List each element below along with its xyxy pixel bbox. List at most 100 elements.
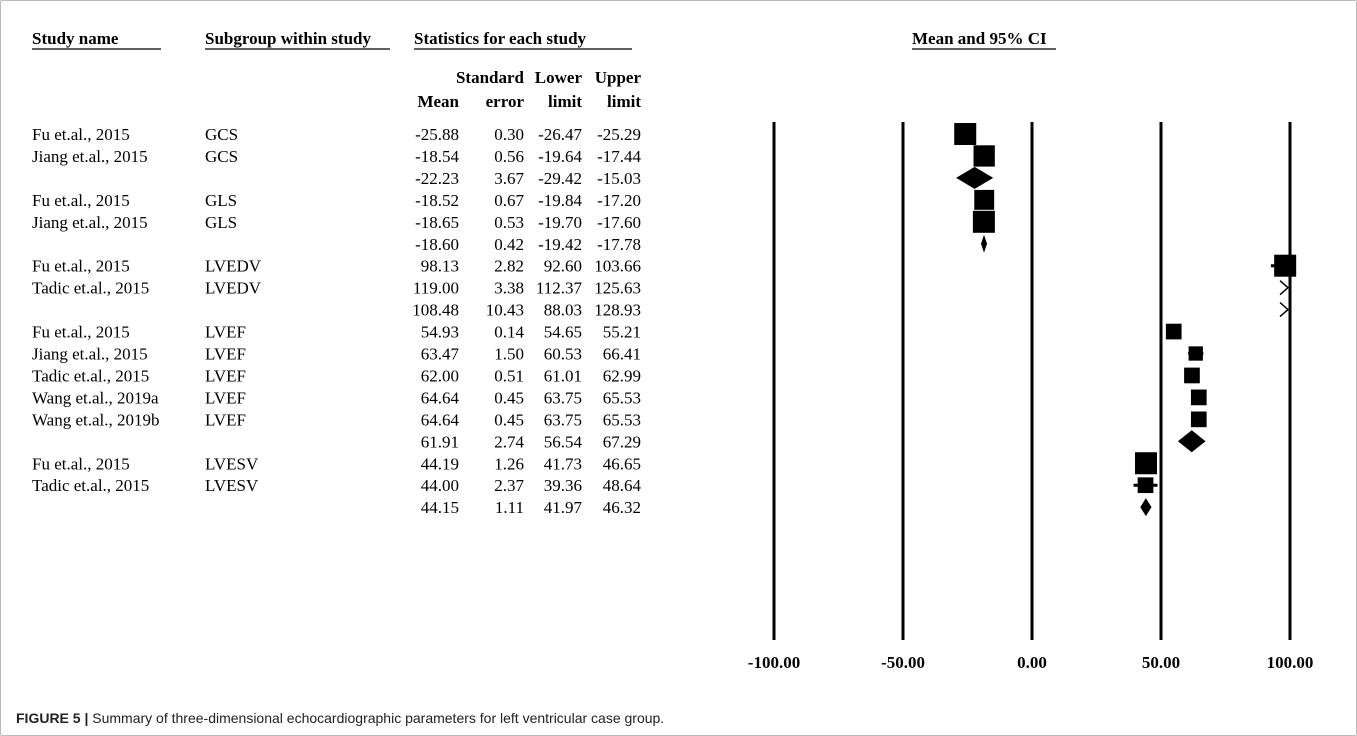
subgroup-cell: LVEF [205, 323, 246, 342]
se-cell: 0.30 [494, 125, 524, 144]
summary-row: -22.23 3.67 -29.42 -15.03 [415, 169, 641, 188]
header-mean-ci: Mean and 95% CI [912, 29, 1047, 48]
reference-lines [772, 122, 1292, 640]
table-row: Fu et.al., 2015 GCS -25.88 0.30 -26.47 -25.29 [32, 125, 641, 144]
se-cell: 0.67 [494, 191, 524, 210]
lower-limit-cell: 63.75 [544, 388, 582, 407]
study-name-cell: Jiang et.al., 2015 [32, 147, 148, 166]
header-study-name: Study name [32, 29, 119, 48]
caption-text: Summary of three-dimensional echocardiog… [88, 710, 665, 726]
mean-cell: -18.52 [415, 191, 459, 210]
plot-marks [954, 123, 1297, 517]
subgroup-cell: LVEF [205, 410, 246, 429]
header-mean: Mean [417, 92, 459, 111]
se-cell: 2.37 [494, 476, 524, 495]
se-cell: 2.82 [494, 257, 524, 276]
x-tick-label: 0.00 [1017, 653, 1047, 672]
header-statistics: Statistics for each study [414, 29, 587, 48]
table-row: Jiang et.al., 2015 GCS -18.54 0.56 -19.64 -17… [32, 147, 641, 166]
study-name-cell: Wang et.al., 2019b [32, 410, 160, 429]
lower-limit-cell: -19.42 [538, 235, 582, 254]
mean-cell: 108.48 [412, 301, 459, 320]
lower-limit-cell: -19.84 [538, 191, 582, 210]
study-name-cell: Tadic et.al., 2015 [32, 476, 149, 495]
subgroup-cell: GLS [205, 213, 237, 232]
study-marker [1137, 477, 1154, 494]
summary-diamond [981, 234, 988, 253]
mean-cell: 44.15 [421, 498, 459, 517]
table-row: Tadic et.al., 2015 LVEDV 119.00 3.38 112.37 1… [32, 279, 641, 298]
study-marker [972, 210, 995, 233]
study-marker [1190, 389, 1207, 406]
lower-limit-cell: 41.73 [544, 454, 582, 473]
study-name-cell: Jiang et.al., 2015 [32, 345, 148, 364]
x-axis-ticks: -100.00 -50.00 0.00 50.00 100.00 [748, 653, 1314, 672]
study-name-cell: Fu et.al., 2015 [32, 323, 130, 342]
upper-limit-cell: -17.44 [597, 147, 641, 166]
data-rows: Fu et.al., 2015 GCS -25.88 0.30 -26.47 -25.29… [32, 125, 642, 517]
subgroup-cell: LVEF [205, 366, 246, 385]
upper-limit-cell: -17.60 [597, 213, 641, 232]
mean-cell: 44.00 [421, 476, 459, 495]
mean-cell: 98.13 [421, 257, 459, 276]
table-row: Fu et.al., 2015 LVESV 44.19 1.26 41.73 46.65 [32, 454, 641, 473]
lower-limit-cell: 112.37 [536, 279, 583, 298]
upper-limit-cell: -17.78 [597, 235, 641, 254]
study-marker [1184, 367, 1200, 384]
se-cell: 3.67 [494, 169, 524, 188]
summary-diamond [1177, 430, 1206, 453]
mean-cell: -18.65 [415, 213, 459, 232]
table-row: Jiang et.al., 2015 LVEF 63.47 1.50 60.53 66.4… [32, 345, 641, 364]
study-name-cell: Fu et.al., 2015 [32, 454, 130, 473]
x-tick-label: 100.00 [1267, 653, 1314, 672]
table-row: Fu et.al., 2015 LVEF 54.93 0.14 54.65 55.21 [32, 323, 641, 342]
summary-row: 44.15 1.11 41.97 46.32 [421, 498, 641, 517]
se-cell: 1.50 [494, 345, 524, 364]
study-name-cell: Tadic et.al., 2015 [32, 366, 149, 385]
upper-limit-cell: 55.21 [603, 323, 641, 342]
lower-limit-cell: 39.36 [544, 476, 582, 495]
summary-diamond [956, 166, 994, 189]
table-row: Fu et.al., 2015 LVEDV 98.13 2.82 92.60 103.66 [32, 257, 641, 276]
upper-limit-cell: 65.53 [603, 410, 641, 429]
table-row: Wang et.al., 2019a LVEF 64.64 0.45 63.75 65.5… [32, 388, 641, 407]
mean-cell: 44.19 [421, 454, 459, 473]
table-row: Jiang et.al., 2015 GLS -18.65 0.53 -19.70 -17… [32, 213, 641, 232]
se-cell: 0.42 [494, 235, 524, 254]
mean-cell: -18.60 [415, 235, 459, 254]
figure-caption: FIGURE 5 | Summary of three-dimensional … [16, 710, 1336, 726]
se-cell: 10.43 [486, 301, 524, 320]
summary-row: -18.60 0.42 -19.42 -17.78 [415, 235, 641, 254]
mean-cell: -25.88 [415, 125, 459, 144]
lower-limit-cell: 88.03 [544, 301, 582, 320]
study-marker [1188, 346, 1203, 361]
header-subgroup: Subgroup within study [205, 29, 371, 48]
se-cell: 3.38 [494, 279, 524, 298]
subgroup-cell: GCS [205, 125, 238, 144]
table-row: Wang et.al., 2019b LVEF 64.64 0.45 63.75 65.5… [32, 410, 641, 429]
x-tick-label: 50.00 [1142, 653, 1180, 672]
lower-limit-cell: 54.65 [544, 323, 582, 342]
lower-limit-cell: 41.97 [544, 498, 583, 517]
summary-row: 108.48 10.43 88.03 128.93 [412, 301, 641, 320]
table-row: Tadic et.al., 2015 LVEF 62.00 0.51 61.01 62.9… [32, 366, 641, 385]
table-row: Fu et.al., 2015 GLS -18.52 0.67 -19.84 -17.20 [32, 191, 641, 210]
se-cell: 1.26 [494, 454, 524, 473]
subgroup-cell: LVEF [205, 345, 246, 364]
x-tick-label: -50.00 [881, 653, 925, 672]
study-marker [1165, 323, 1182, 340]
subgroup-cell: GCS [205, 147, 238, 166]
upper-limit-cell: 67.29 [603, 432, 641, 451]
study-marker [1135, 452, 1158, 475]
mean-cell: 64.64 [421, 388, 460, 407]
lower-limit-cell: 61.01 [544, 366, 582, 385]
mean-cell: 64.64 [421, 410, 460, 429]
mean-cell: -22.23 [415, 169, 459, 188]
mean-cell: 62.00 [421, 366, 459, 385]
header-se-line2: error [486, 92, 525, 111]
se-cell: 1.11 [495, 498, 524, 517]
study-marker [974, 189, 995, 210]
study-name-cell: Fu et.al., 2015 [32, 191, 130, 210]
lower-limit-cell: 63.75 [544, 410, 582, 429]
